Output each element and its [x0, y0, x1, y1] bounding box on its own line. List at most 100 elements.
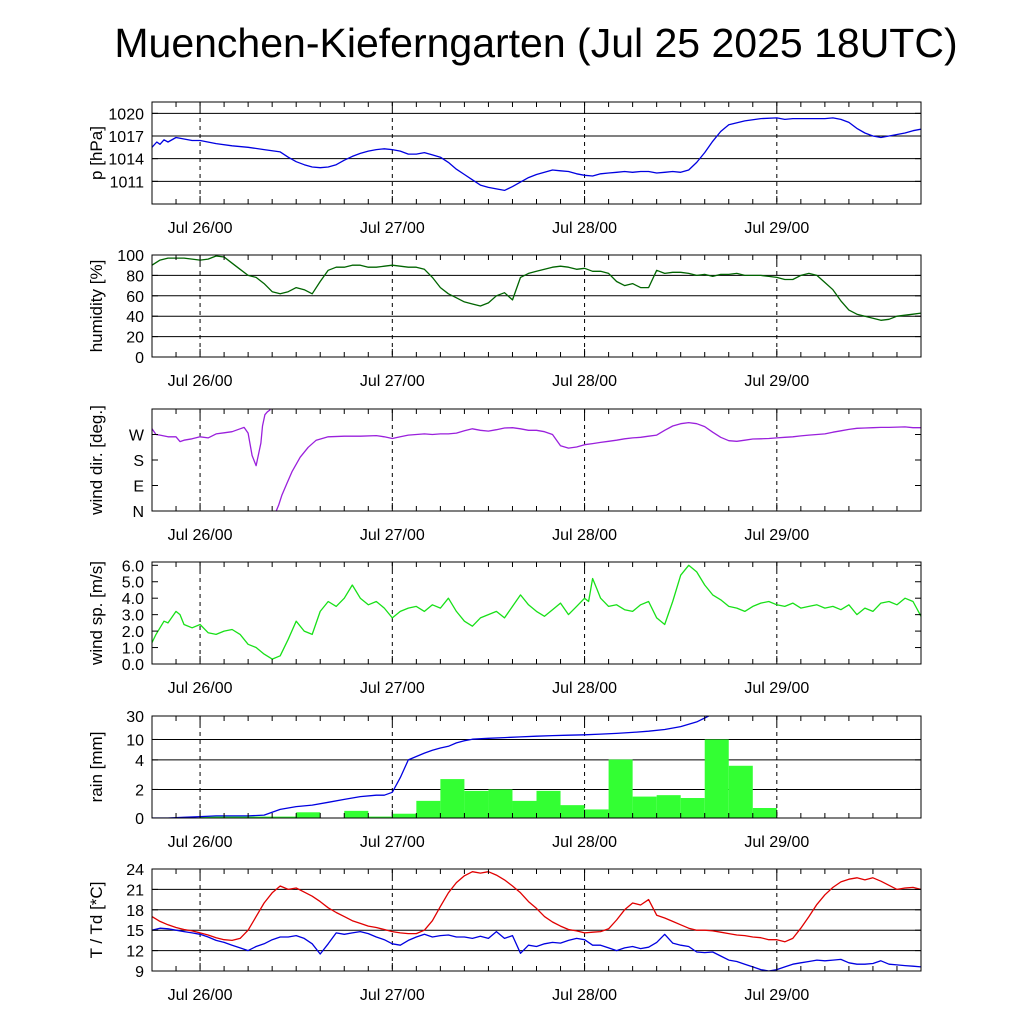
x-tick-label: Jul 27/00 — [360, 834, 425, 851]
panel-wind-speed: 0.01.02.03.04.05.06.0 Jul 26/00 Jul 27/00 J… — [87, 558, 922, 697]
rain-bar — [416, 800, 441, 818]
y-tick-label: 20 — [126, 330, 144, 347]
x-tick-label: Jul 28/00 — [552, 680, 617, 697]
pressure-series-0 — [152, 117, 921, 192]
panel-humidity: 0 20 40 60 80 100 Jul 26/00 Jul 27/00 Jul 28/00 J… — [87, 248, 922, 390]
y-tick-label: 1020 — [108, 106, 144, 123]
x-tick-label: Jul 28/00 — [552, 987, 617, 1004]
y-tick-label: 2.0 — [122, 624, 144, 641]
rain-bar — [248, 816, 273, 818]
x-tick-label: Jul 26/00 — [168, 373, 233, 390]
rain-bar — [656, 795, 681, 818]
y-tick-label: 2 — [135, 782, 144, 799]
y-tick-label: 1017 — [108, 129, 144, 146]
y-tick-label: E — [133, 479, 144, 496]
rain-bar — [224, 816, 249, 818]
x-tick-label: Jul 29/00 — [744, 220, 809, 237]
y-tick-label: 4.0 — [122, 591, 144, 608]
wind-speed-series-0 — [152, 564, 921, 660]
temperature-series-Td — [152, 927, 921, 971]
panel-pressure: 1011 1014 1017 1020 Jul 26/00 Jul 27/00 Jul 28… — [87, 101, 922, 237]
x-tick-label: Jul 29/00 — [744, 987, 809, 1004]
y-tick-label: 15 — [126, 923, 144, 940]
x-tick-label: Jul 27/00 — [360, 527, 425, 544]
y-tick-label: 100 — [117, 248, 144, 265]
plot-frame — [151, 561, 922, 665]
panel-rain: 0 2 4 10 30 Jul 26/00 Jul 27/00 Jul 28/00 Jul 29… — [87, 709, 922, 851]
rain-bar — [704, 739, 729, 818]
rain-bar — [368, 816, 393, 818]
y-tick-label: 18 — [126, 903, 144, 920]
y-tick-label: S — [133, 453, 144, 470]
x-tick-label: Jul 29/00 — [744, 834, 809, 851]
x-tick-label: Jul 27/00 — [360, 987, 425, 1004]
plot-frame — [151, 254, 922, 358]
y-tick-label: 21 — [126, 882, 144, 899]
rain-bar — [392, 813, 417, 818]
y-axis-label: humidity [%] — [87, 260, 106, 353]
x-tick-label: Jul 29/00 — [744, 680, 809, 697]
y-tick-label: 3.0 — [122, 608, 144, 625]
x-tick-label: Jul 26/00 — [168, 527, 233, 544]
y-tick-label: 0.0 — [122, 657, 144, 674]
x-tick-label: Jul 27/00 — [360, 680, 425, 697]
plot-frame — [151, 408, 922, 512]
x-tick-label: Jul 26/00 — [168, 834, 233, 851]
x-tick-label: Jul 29/00 — [744, 527, 809, 544]
rain-bar — [344, 810, 369, 818]
rain-bar — [680, 798, 705, 818]
panel-temperature: 9 12 15 18 21 24 Jul 26/00 Jul 27/00 Jul 28/00 Ju… — [87, 862, 922, 1004]
y-axis-label: T / Td [*C] — [87, 882, 106, 959]
y-axis-label: rain [mm] — [87, 732, 106, 803]
x-tick-label: Jul 26/00 — [168, 987, 233, 1004]
rain-bar — [512, 800, 537, 818]
y-tick-label: 4 — [135, 753, 144, 770]
x-tick-label: Jul 27/00 — [360, 220, 425, 237]
y-tick-label: 60 — [126, 289, 144, 306]
wind-direction-series-0 — [152, 409, 271, 467]
y-tick-label: N — [132, 504, 144, 521]
y-tick-label: W — [129, 428, 145, 445]
rain-bar — [536, 790, 561, 818]
y-tick-label: 1014 — [108, 152, 144, 169]
rain-bar — [200, 816, 225, 818]
x-tick-label: Jul 26/00 — [168, 220, 233, 237]
rain-bar — [440, 779, 465, 818]
y-tick-label: 6.0 — [122, 558, 144, 575]
y-tick-label: 24 — [126, 862, 144, 879]
rain-bar — [464, 790, 489, 818]
y-tick-label: 80 — [126, 268, 144, 285]
x-tick-label: Jul 28/00 — [552, 373, 617, 390]
plot-frame — [151, 868, 922, 972]
y-tick-label: 12 — [126, 944, 144, 961]
y-tick-label: 1011 — [110, 174, 145, 191]
rain-bar — [488, 789, 513, 818]
rain-bar — [560, 805, 585, 818]
rain-bar — [296, 812, 321, 818]
y-tick-label: 0 — [135, 811, 144, 828]
y-tick-label: 10 — [126, 732, 144, 749]
rain-series-accumulated — [152, 716, 709, 818]
y-tick-label: 1.0 — [122, 641, 144, 658]
rain-bar — [752, 808, 777, 818]
x-tick-label: Jul 27/00 — [360, 373, 425, 390]
temperature-series-T — [152, 871, 921, 943]
wind-direction-series-1 — [275, 421, 921, 511]
rain-bar — [584, 809, 609, 818]
humidity-series-0 — [152, 255, 921, 321]
rain-bar — [632, 796, 657, 818]
y-axis-label: wind sp. [m/s] — [87, 561, 106, 666]
rain-bar — [728, 765, 753, 818]
y-tick-label: 0 — [135, 350, 144, 367]
y-axis-label: p [hPa] — [87, 126, 106, 180]
x-tick-label: Jul 26/00 — [168, 680, 233, 697]
x-tick-label: Jul 28/00 — [552, 527, 617, 544]
x-tick-label: Jul 29/00 — [744, 373, 809, 390]
rain-bar — [272, 816, 297, 818]
x-tick-label: Jul 28/00 — [552, 834, 617, 851]
rain-bar — [608, 759, 633, 818]
y-tick-label: 9 — [135, 964, 144, 981]
y-tick-label: 30 — [126, 709, 144, 726]
